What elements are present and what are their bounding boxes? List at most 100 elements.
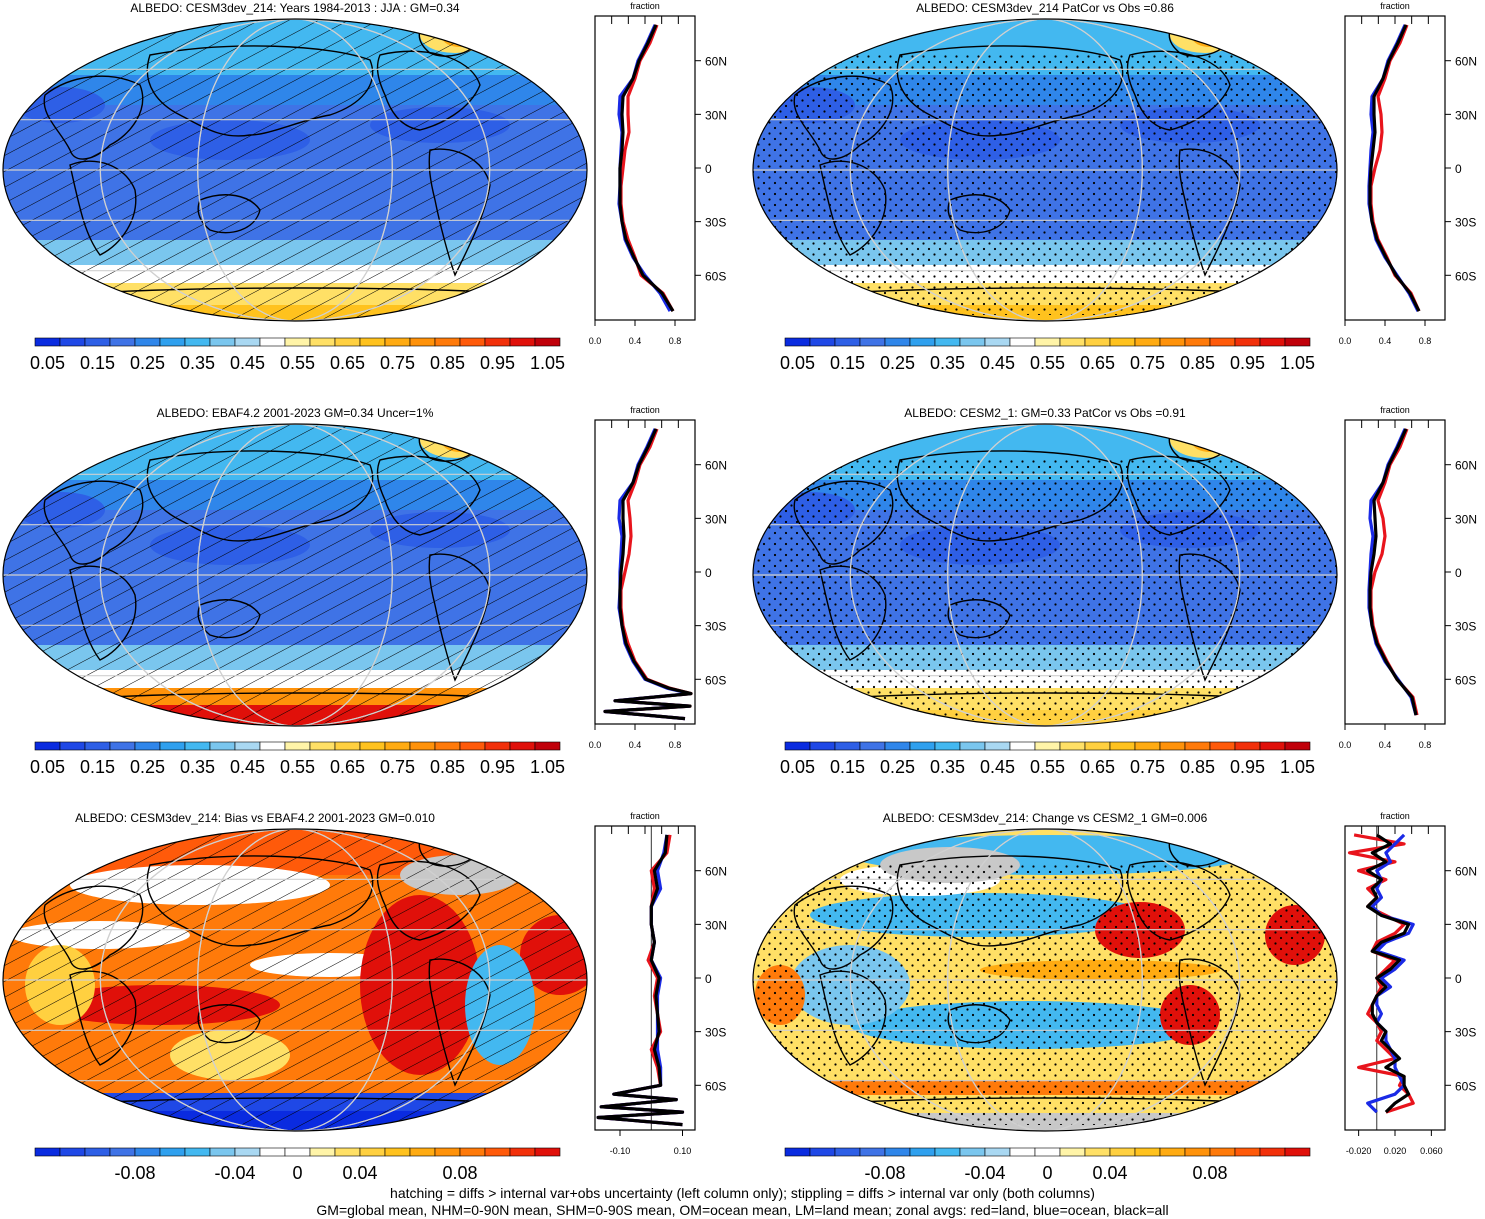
colorbar-swatch — [984, 337, 1011, 347]
colorbar-swatch — [384, 741, 411, 751]
colorbar-swatch — [409, 337, 436, 347]
colorbar-swatch — [1134, 337, 1161, 347]
colorbar-1: 0.05 0.15 0.25 0.35 0.45 0.55 0.65 0.75 0.85 0.95… — [30, 337, 565, 373]
colorbar-swatch — [109, 741, 136, 751]
colorbar-label: 0.65 — [330, 353, 365, 373]
colorbar-swatch — [859, 741, 886, 751]
colorbar-swatch — [34, 1147, 61, 1157]
colorbar-swatch — [1084, 1147, 1111, 1157]
zonal-lat-label: 30N — [705, 512, 727, 526]
zonal-x-label: 0.8 — [1419, 740, 1432, 750]
zonal-lat-label: 60N — [1455, 459, 1477, 473]
colorbar-swatch — [909, 337, 936, 347]
colorbar-swatch — [959, 1147, 986, 1157]
colorbar-swatch — [809, 1147, 836, 1157]
colorbar-swatch — [1034, 337, 1061, 347]
colorbar-swatch — [1109, 741, 1136, 751]
colorbar-2: 0.05 0.15 0.25 0.35 0.45 0.55 0.65 0.75 0.85 0.95… — [780, 337, 1315, 373]
zonal-line-red — [603, 428, 693, 721]
colorbar-swatch — [959, 337, 986, 347]
colorbar-label: 0.25 — [880, 353, 915, 373]
zonal-panel-4: fraction 60N 30N 0 30S 60S 0.0 0.4 0.8 — [1339, 405, 1477, 750]
colorbar-swatch — [34, 741, 61, 751]
colorbar-swatch — [834, 337, 861, 347]
map-panel-3 — [2, 423, 588, 727]
footnote-line-2: GM=global mean, NHM=0-90N mean, SHM=0-90… — [316, 1202, 1169, 1218]
colorbar-label: -0.08 — [114, 1163, 155, 1183]
colorbar-swatch — [1034, 1147, 1061, 1157]
colorbar-6: -0.08 -0.04 0 0.04 0.08 — [784, 1147, 1311, 1183]
zonal-x-label: 0.10 — [674, 1146, 692, 1156]
panel-title-4: ALBEDO: CESM2_1: GM=0.33 PatCor vs Obs =… — [904, 406, 1186, 420]
colorbar-label: 0.55 — [1030, 757, 1065, 777]
colorbar-swatch — [459, 337, 486, 347]
map-field — [3, 424, 587, 726]
colorbar-swatch — [184, 337, 211, 347]
colorbar-label: 0.25 — [130, 757, 165, 777]
colorbar-label: 0.85 — [430, 757, 465, 777]
colorbar-swatch — [134, 337, 161, 347]
colorbar-swatch — [34, 337, 61, 347]
zonal-lat-label: 0 — [705, 566, 712, 580]
colorbar-label: 0.05 — [30, 757, 65, 777]
panel-title-6: ALBEDO: CESM3dev_214: Change vs CESM2_1 … — [882, 811, 1208, 825]
colorbar-swatch — [1134, 1147, 1161, 1157]
colorbar-label: 0.45 — [980, 353, 1015, 373]
colorbar-swatch — [184, 1147, 211, 1157]
colorbar-label: 0.75 — [1130, 757, 1165, 777]
colorbar-label: 0.55 — [280, 353, 315, 373]
colorbar-swatch — [884, 337, 911, 347]
colorbar-swatch — [59, 337, 86, 347]
colorbar-swatch — [884, 1147, 911, 1157]
colorbar-swatch — [1109, 1147, 1136, 1157]
colorbar-swatch — [209, 337, 236, 347]
colorbar-swatch — [834, 1147, 861, 1157]
colorbar-label: 0.15 — [80, 353, 115, 373]
colorbar-label: 0.25 — [130, 353, 165, 373]
zonal-lat-label: 30N — [705, 108, 727, 122]
colorbar-swatch — [84, 1147, 111, 1157]
map-panel-2 — [752, 18, 1338, 322]
colorbar-swatch — [259, 741, 286, 751]
map-field — [753, 829, 1337, 1131]
colorbar-label: 0.08 — [1192, 1163, 1227, 1183]
colorbar-swatch — [1184, 337, 1211, 347]
colorbar-label: 0.08 — [442, 1163, 477, 1183]
colorbar-swatch — [109, 337, 136, 347]
zonal-lat-label: 60S — [1455, 1079, 1476, 1093]
colorbar-swatch — [384, 337, 411, 347]
map-field — [3, 19, 587, 321]
colorbar-swatch — [1034, 741, 1061, 751]
map-panel-4 — [752, 423, 1338, 727]
colorbar-label: 0.35 — [930, 757, 965, 777]
colorbar-swatch — [134, 741, 161, 751]
colorbar-label: 0.55 — [280, 757, 315, 777]
zonal-x-label: 0.0 — [589, 336, 602, 346]
colorbar-swatch — [984, 1147, 1011, 1157]
zonal-x-label: -0.10 — [610, 1146, 631, 1156]
colorbar-label: 1.05 — [530, 353, 565, 373]
zonal-x-label: 0.8 — [669, 336, 682, 346]
colorbar-swatch — [359, 741, 386, 751]
colorbar-label: 0.55 — [1030, 353, 1065, 373]
zonal-line-black — [603, 428, 693, 721]
colorbar-label: -0.04 — [214, 1163, 255, 1183]
zonal-x-label: 0.8 — [669, 740, 682, 750]
zonal-lat-label: 30N — [705, 918, 727, 932]
colorbar-swatch — [1259, 337, 1286, 347]
footnote-line-1: hatching = diffs > internal var+obs unce… — [390, 1185, 1095, 1201]
colorbar-swatch — [334, 741, 361, 751]
colorbar-swatch — [484, 741, 511, 751]
colorbar-swatch — [834, 741, 861, 751]
zonal-lat-label: 60N — [705, 55, 727, 69]
colorbar-label: 0 — [292, 1163, 302, 1183]
zonal-line-blue — [603, 428, 692, 721]
colorbar-swatch — [1159, 1147, 1186, 1157]
colorbar-swatch — [259, 1147, 286, 1157]
colorbar-swatch — [409, 1147, 436, 1157]
colorbar-label: 0.05 — [780, 757, 815, 777]
colorbar-swatch — [1284, 1147, 1311, 1157]
zonal-lat-label: 60S — [705, 1079, 726, 1093]
colorbar-4: 0.05 0.15 0.25 0.35 0.45 0.55 0.65 0.75 0.85 0.95… — [780, 741, 1315, 777]
zonal-lat-label: 30S — [705, 1026, 726, 1040]
